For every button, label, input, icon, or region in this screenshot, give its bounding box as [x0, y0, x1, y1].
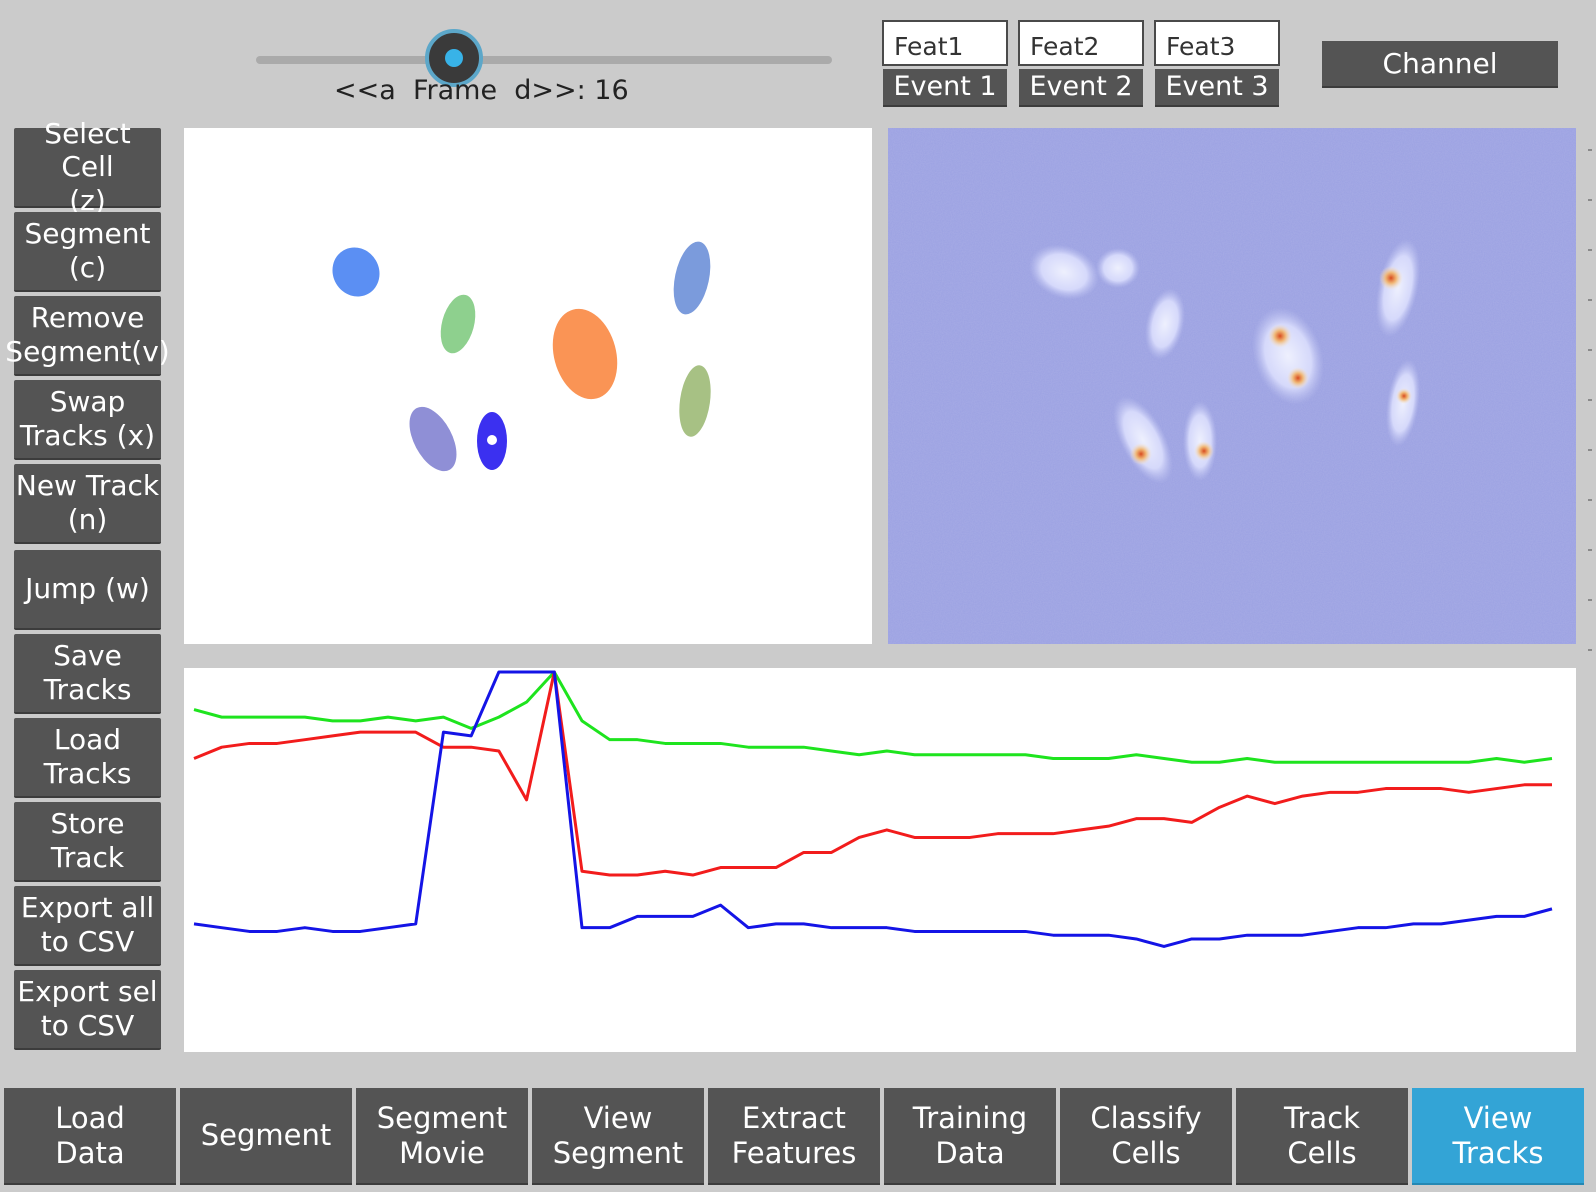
- frame-slider-handle[interactable]: [425, 29, 483, 87]
- slider-handle-dot: [445, 49, 463, 67]
- tab-segment[interactable]: Segment: [180, 1088, 352, 1185]
- load-tracks-button[interactable]: Load Tracks: [14, 718, 161, 798]
- tab-view-segment[interactable]: View Segment: [532, 1088, 704, 1185]
- export-all-csv-button[interactable]: Export all to CSV: [14, 886, 161, 966]
- swap-tracks-button[interactable]: Swap Tracks (x): [14, 380, 161, 460]
- fluorescent-cell: [1029, 244, 1099, 300]
- hotspot: [1268, 324, 1292, 348]
- right-scrollbar[interactable]: [1588, 140, 1592, 700]
- segmentation-view[interactable]: [184, 128, 872, 644]
- series-line-3: [193, 670, 1553, 948]
- tab-view-tracks[interactable]: View Tracks: [1412, 1088, 1584, 1185]
- tab-training-data[interactable]: Training Data: [884, 1088, 1056, 1185]
- tab-track-cells[interactable]: Track Cells: [1236, 1088, 1408, 1185]
- jump-button[interactable]: Jump (w): [14, 550, 161, 630]
- feature-input-3[interactable]: Feat3: [1154, 20, 1280, 66]
- feature-input-2[interactable]: Feat2: [1018, 20, 1144, 66]
- hotspot: [1130, 443, 1152, 465]
- new-track-button[interactable]: New Track (n): [14, 464, 161, 544]
- save-tracks-button[interactable]: Save Tracks: [14, 634, 161, 714]
- event-1-button[interactable]: Event 1: [883, 69, 1007, 107]
- tab-segment-movie[interactable]: Segment Movie: [356, 1088, 528, 1185]
- segmented-cell[interactable]: [400, 399, 466, 479]
- tab-classify-cells[interactable]: Classify Cells: [1060, 1088, 1232, 1185]
- tab-extract-features[interactable]: Extract Features: [708, 1088, 880, 1185]
- track-feature-plot: [184, 668, 1576, 1052]
- microscopy-view[interactable]: [888, 128, 1576, 644]
- store-track-button[interactable]: Store Track: [14, 802, 161, 882]
- segment-button[interactable]: Segment (c): [14, 212, 161, 292]
- hotspot: [1396, 388, 1412, 404]
- series-line-2: [193, 670, 1552, 877]
- fluorescent-cell: [1375, 238, 1421, 338]
- feature-input-1[interactable]: Feat1: [882, 20, 1008, 66]
- channel-button[interactable]: Channel: [1322, 41, 1558, 88]
- segmented-cell[interactable]: [324, 239, 389, 305]
- microscopy-noise: [888, 128, 1576, 644]
- frame-slider-label: <<a Frame d>>: 16: [334, 75, 629, 106]
- fluorescent-cell: [1096, 248, 1140, 288]
- hotspot: [1379, 266, 1403, 290]
- segmented-cell[interactable]: [675, 363, 715, 438]
- fluorescent-cell: [1113, 396, 1173, 484]
- series-line-1: [193, 670, 1553, 764]
- event-3-button[interactable]: Event 3: [1155, 69, 1279, 107]
- fluorescent-cell: [1144, 288, 1186, 360]
- tab-load-data[interactable]: Load Data: [4, 1088, 176, 1185]
- selected-cell-marker: [487, 435, 497, 445]
- remove-segment-button[interactable]: Remove Segment(v): [5, 296, 170, 376]
- segmented-cell[interactable]: [668, 238, 717, 317]
- hotspot: [1287, 367, 1309, 389]
- segmented-cell[interactable]: [543, 302, 627, 407]
- hotspot: [1194, 441, 1214, 461]
- event-2-button[interactable]: Event 2: [1019, 69, 1143, 107]
- export-selected-csv-button[interactable]: Export sel to CSV: [14, 970, 161, 1050]
- select-cell-button[interactable]: Select Cell (z): [14, 117, 161, 217]
- segmented-cell[interactable]: [435, 291, 481, 357]
- fluorescent-cell: [1183, 401, 1217, 481]
- frame-slider-track[interactable]: [256, 56, 832, 64]
